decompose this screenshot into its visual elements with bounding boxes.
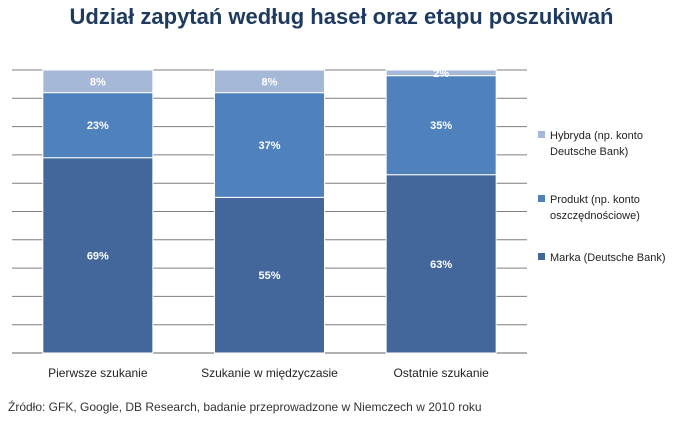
bar-segment-3-3 bbox=[385, 69, 497, 77]
x-tick-label: Ostatnie szukanie bbox=[393, 366, 489, 380]
legend-item-hybryda: Hybryda (np. konto Deutsche Bank) bbox=[538, 128, 643, 160]
legend-label-produkt-line1: Produkt (np. konto bbox=[550, 194, 640, 206]
data-label: 8% bbox=[262, 76, 278, 88]
bar-segment-2-3 bbox=[385, 75, 497, 176]
data-label: 55% bbox=[258, 270, 280, 282]
bar-segment-1-3 bbox=[385, 174, 497, 354]
legend-item-produkt: Produkt (np. konto oszczędnościowe) bbox=[538, 192, 640, 224]
data-label: 2% bbox=[433, 68, 449, 80]
data-label: 69% bbox=[87, 250, 109, 262]
bar-segment-1-1 bbox=[42, 157, 154, 354]
chart-title: Udział zapytań według haseł oraz etapu p… bbox=[69, 4, 614, 29]
source-note: Źródło: GFK, Google, DB Research, badani… bbox=[8, 400, 482, 414]
data-label: 23% bbox=[87, 120, 109, 132]
bar-segment-2-2 bbox=[214, 92, 325, 198]
legend-swatch-marka bbox=[538, 253, 545, 260]
legend-label-produkt-line2: oszczędnościowe) bbox=[550, 210, 640, 222]
legend-label-marka: Marka (Deutsche Bank) bbox=[550, 252, 666, 264]
legend-item-marka: Marka (Deutsche Bank) bbox=[538, 250, 666, 266]
data-label: 8% bbox=[90, 76, 106, 88]
legend-label-hybryda-line1: Hybryda (np. konto bbox=[550, 130, 643, 142]
data-label: 63% bbox=[430, 259, 452, 271]
x-tick-label: Szukanie w międzyczasie bbox=[201, 366, 338, 380]
bar-segment-1-2 bbox=[214, 196, 325, 354]
x-tick-label: Pierwsze szukanie bbox=[48, 366, 148, 380]
bar-segment-3-2 bbox=[214, 69, 325, 94]
bar-segment-2-1 bbox=[42, 92, 154, 159]
legend-swatch-produkt bbox=[538, 195, 545, 202]
data-label: 37% bbox=[258, 140, 280, 152]
legend-swatch-hybryda bbox=[538, 131, 545, 138]
bar-segment-3-1 bbox=[42, 69, 154, 94]
legend-label-hybryda-line2: Deutsche Bank) bbox=[550, 146, 629, 158]
data-label: 35% bbox=[430, 120, 452, 132]
